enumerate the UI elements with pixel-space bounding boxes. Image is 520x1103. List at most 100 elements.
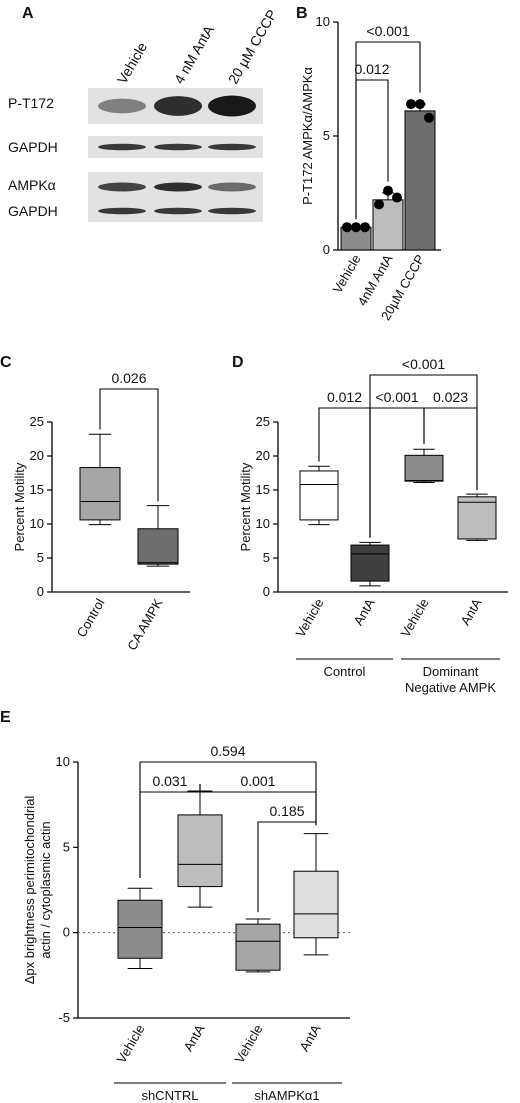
data-point: [351, 222, 361, 233]
y-tick-label: 10: [56, 754, 70, 769]
blot-band: [98, 182, 146, 192]
p-value-label: <0.001: [375, 389, 418, 405]
p-value-label: 0.023: [433, 389, 468, 405]
data-point: [342, 222, 352, 233]
p-value-label: <0.001: [402, 356, 445, 372]
y-tick-label: 10: [256, 516, 270, 531]
x-tick-label: Vehicle: [114, 1022, 148, 1066]
box: [235, 923, 281, 971]
box: [117, 899, 163, 959]
x-tick-label: Vehicle: [293, 596, 327, 640]
blot-band: [154, 96, 202, 116]
blot-band: [98, 207, 146, 215]
blot-row-label: AMPKα: [8, 177, 56, 193]
group-label: Control: [324, 664, 366, 679]
blot-lane-label: 4 nM AntA: [171, 22, 217, 87]
y-tick-label: 20: [256, 448, 270, 463]
p-value-label: 0.001: [240, 773, 275, 789]
western-blot: Vehicle 4 nM AntA 20 µM CCCP P-T172 GAPD…: [8, 7, 280, 222]
p-value-label: 0.026: [111, 370, 146, 386]
data-point: [360, 222, 370, 233]
y-tick-label: 0: [37, 584, 44, 599]
comparison-bracket: [369, 374, 478, 538]
y-tick-label: 5: [323, 128, 330, 143]
comparison-bracket: [99, 388, 159, 502]
x-tick-label: AntA: [458, 596, 485, 628]
group-label: shAMPKα1: [254, 1088, 319, 1103]
p-value-label: 0.012: [327, 389, 362, 405]
y-tick-label: 10: [30, 516, 44, 531]
panel-label-b: B: [296, 5, 308, 22]
x-tick-label: AntA: [351, 596, 378, 628]
blot-band: [208, 95, 256, 117]
p-value-label: 0.012: [354, 61, 389, 77]
data-point: [406, 99, 416, 110]
y-tick-label: 0: [263, 584, 270, 599]
data-point: [424, 112, 434, 123]
chart-e: -5 0 5 10 Δpx brightness perimitochondrial ac…: [22, 743, 350, 1103]
data-point: [415, 99, 425, 110]
p-value-label: 0.185: [269, 803, 304, 819]
blot-row-label: P-T172: [8, 95, 54, 111]
y-tick-label: 5: [263, 550, 270, 565]
blot-row-label: GAPDH: [8, 203, 58, 219]
panel-label-d: D: [232, 354, 244, 371]
y-tick-label: 5: [63, 839, 70, 854]
x-tick-label: Vehicle: [398, 596, 432, 640]
blot-row-label: GAPDH: [8, 139, 58, 155]
x-tick-label: Vehicle: [330, 252, 364, 296]
y-tick-label: 15: [256, 482, 270, 497]
y-tick-label: 25: [256, 414, 270, 429]
box: [79, 467, 121, 521]
panel-label-e: E: [0, 709, 11, 726]
y-tick-label: 0: [323, 242, 330, 257]
box: [293, 870, 339, 939]
box: [177, 814, 223, 888]
x-tick-label: Control: [74, 596, 108, 640]
p-value-label: 0.031: [152, 773, 187, 789]
x-tick-label: CA AMPK: [124, 596, 166, 653]
comparison-bracket: [355, 41, 421, 220]
y-axis-label: Δpx brightness perimitochondrial: [22, 796, 37, 985]
blot-band: [208, 143, 256, 151]
y-axis-label: Percent Motility: [12, 462, 27, 551]
y-tick-label: -5: [58, 1010, 70, 1025]
blot-band: [98, 143, 146, 151]
y-tick-label: 20: [30, 448, 44, 463]
group-label: Dominant: [423, 664, 479, 679]
blot-band: [154, 207, 202, 215]
bar: [404, 110, 436, 251]
y-tick-label: 5: [37, 550, 44, 565]
group-label: Negative AMPK: [405, 680, 496, 695]
box: [299, 470, 339, 521]
blot-lane-label: Vehicle: [114, 39, 151, 86]
blot-band: [154, 143, 202, 151]
x-tick-label: Vehicle: [232, 1022, 266, 1066]
y-tick-label: 25: [30, 414, 44, 429]
box: [350, 544, 390, 582]
chart-d: 0 5 10 15 20 25 Percent Motility Vehicle AntA Veh…: [238, 356, 508, 695]
blot-band: [208, 182, 256, 192]
y-axis-label: P-T172 AMPKα/AMPKα: [300, 67, 315, 205]
data-point: [383, 185, 393, 196]
y-tick-label: 15: [30, 482, 44, 497]
p-value-label: <0.001: [366, 23, 409, 39]
p-value-label: 0.594: [210, 743, 245, 759]
y-tick-label: 10: [316, 14, 330, 29]
chart-c: 0 5 10 15 20 25 Percent Motility Control CA AMPK…: [12, 370, 190, 653]
box: [457, 496, 497, 540]
y-tick-label: 0: [63, 925, 70, 940]
comparison-bracket: [139, 761, 317, 879]
x-tick-label: AntA: [181, 1022, 208, 1054]
y-axis-label: actin / cytoplasmic actin: [38, 821, 53, 958]
group-label: shCNTRL: [141, 1088, 198, 1103]
comparison-bracket: [355, 79, 389, 220]
panel-label-a: A: [22, 5, 34, 22]
y-axis-label: Percent Motility: [238, 462, 253, 551]
blot-band: [98, 98, 146, 114]
data-point: [392, 192, 402, 203]
box: [404, 454, 444, 482]
panel-label-c: C: [0, 354, 12, 371]
